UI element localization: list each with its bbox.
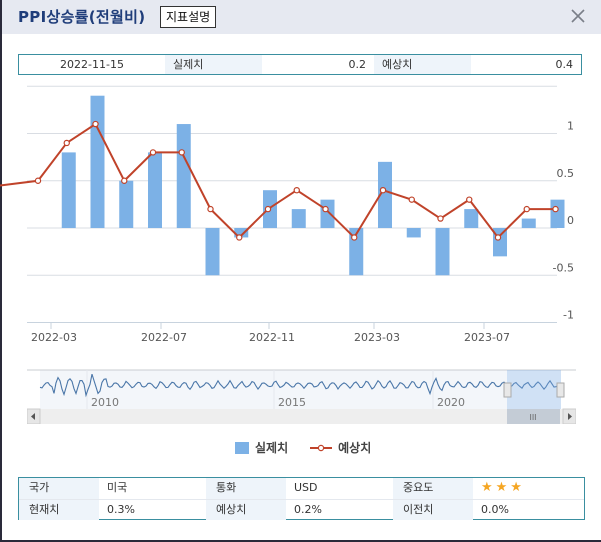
forecast-value: 0.4 [555, 58, 574, 71]
forecast-point[interactable] [552, 205, 559, 213]
forecast-point[interactable] [236, 234, 243, 241]
currency-label: 통화 [206, 478, 286, 499]
x-tick-label: 2023-03 [354, 331, 400, 344]
actual-bar[interactable] [205, 228, 220, 276]
actual-label: 실제치 [165, 55, 262, 74]
actual-bar[interactable] [320, 199, 335, 228]
forecast-point[interactable] [322, 205, 329, 213]
navigator-right-handle[interactable] [556, 382, 565, 398]
forecast-point[interactable] [178, 149, 185, 156]
navigator-selection[interactable] [507, 370, 561, 409]
country-label: 국가 [19, 478, 99, 499]
x-tick-label: 2022-03 [31, 331, 77, 344]
forecast-point[interactable] [523, 205, 530, 213]
y-tick-label: -1 [563, 309, 574, 322]
indicator-details-table: 국가 미국 통화 USD 중요도 ★★★ 현재치 0.3% 예상치 0.2% 이… [18, 477, 585, 520]
forecast-point[interactable] [351, 234, 358, 241]
forecast-legend-label[interactable]: 예상치 [338, 441, 372, 455]
scrollbar-thumb[interactable] [507, 409, 560, 424]
forecast-point[interactable] [379, 186, 387, 194]
navigator-year-label: 2015 [278, 396, 306, 409]
selected-date: 2022-11-15 [60, 58, 124, 71]
actual-bar[interactable] [464, 209, 479, 228]
chevron-right-icon [568, 413, 572, 420]
actual-bar[interactable] [234, 228, 249, 238]
actual-bar[interactable] [521, 218, 536, 228]
forecast-point[interactable] [408, 196, 415, 203]
scrollbar-track[interactable] [27, 409, 576, 424]
actual-legend-swatch[interactable] [235, 441, 249, 454]
main-chart[interactable]: -1 -0.5 0 0.5 1 2022-03 2022-07 2022-11 2023-03 2… [0, 80, 601, 350]
dialog-title: PPI상승률(전월비) [18, 8, 146, 26]
navigator-year-label: 2020 [437, 396, 465, 409]
x-tick-label: 2022-11 [249, 331, 295, 344]
current-value: 0.3% [107, 503, 135, 516]
y-tick-label: -0.5 [553, 261, 574, 274]
details-row: 현재치 0.3% 예상치 0.2% 이전치 0.0% [19, 499, 584, 520]
y-tick-label: 1 [567, 120, 574, 133]
forecast-point[interactable] [207, 205, 214, 213]
forecast-line [0, 122, 556, 240]
actual-bar[interactable] [378, 161, 392, 228]
forecast-point[interactable] [63, 139, 70, 147]
actual-bar[interactable] [119, 180, 134, 228]
forecast-point[interactable] [293, 186, 300, 194]
y-tick-label: 0 [567, 214, 574, 227]
forecast-point[interactable] [149, 149, 157, 156]
navigator-year-label: 2010 [91, 396, 119, 409]
actual-bar[interactable] [291, 209, 306, 228]
scrollbar-grip-icon: III [529, 413, 536, 422]
navigator[interactable]: 2010 2015 2020 III [27, 369, 576, 424]
actual-legend-label[interactable]: 실제치 [255, 441, 289, 455]
forecast-label: 예상치 [374, 55, 471, 74]
navigator-left-handle[interactable] [503, 382, 512, 398]
indicator-description-button[interactable]: 지표설명 [160, 6, 217, 28]
forecast-value: 0.2% [294, 503, 322, 516]
chevron-left-icon [31, 413, 35, 420]
importance-label: 중요도 [393, 478, 473, 499]
forecast-label: 예상치 [206, 500, 286, 520]
details-row: 국가 미국 통화 USD 중요도 ★★★ [19, 478, 584, 499]
selected-point-info: 2022-11-15 실제치 0.2 예상치 0.4 [18, 54, 582, 75]
close-icon[interactable] [569, 7, 587, 25]
title-bar: PPI상승률(전월비) 지표설명 [2, 0, 601, 34]
importance-stars-icon: ★★★ [481, 480, 525, 495]
forecast-legend-swatch[interactable] [310, 442, 333, 454]
actual-bar[interactable] [148, 152, 162, 228]
currency-value: USD [294, 481, 318, 494]
previous-value: 0.0% [481, 503, 509, 516]
actual-bar[interactable] [406, 228, 421, 238]
forecast-point[interactable] [264, 205, 272, 213]
actual-bar[interactable] [550, 199, 565, 228]
forecast-point[interactable] [92, 120, 99, 128]
y-tick-label: 0.5 [557, 167, 575, 180]
forecast-point[interactable] [466, 196, 473, 203]
actual-bar[interactable] [176, 124, 191, 228]
forecast-point[interactable] [121, 177, 128, 184]
current-label: 현재치 [19, 500, 99, 520]
navigator-series [39, 373, 559, 398]
actual-bar[interactable] [90, 95, 105, 228]
actual-value: 0.2 [348, 58, 367, 71]
previous-label: 이전치 [393, 500, 473, 520]
forecast-point[interactable] [494, 234, 502, 241]
x-tick-label: 2022-07 [141, 331, 187, 344]
x-tick-label: 2023-07 [464, 331, 510, 344]
country-value: 미국 [107, 481, 128, 494]
actual-bar[interactable] [435, 228, 450, 276]
actual-bar[interactable] [61, 152, 76, 228]
legend: 실제치 예상치 [235, 439, 371, 456]
forecast-point[interactable] [34, 177, 42, 184]
forecast-point[interactable] [437, 215, 444, 222]
